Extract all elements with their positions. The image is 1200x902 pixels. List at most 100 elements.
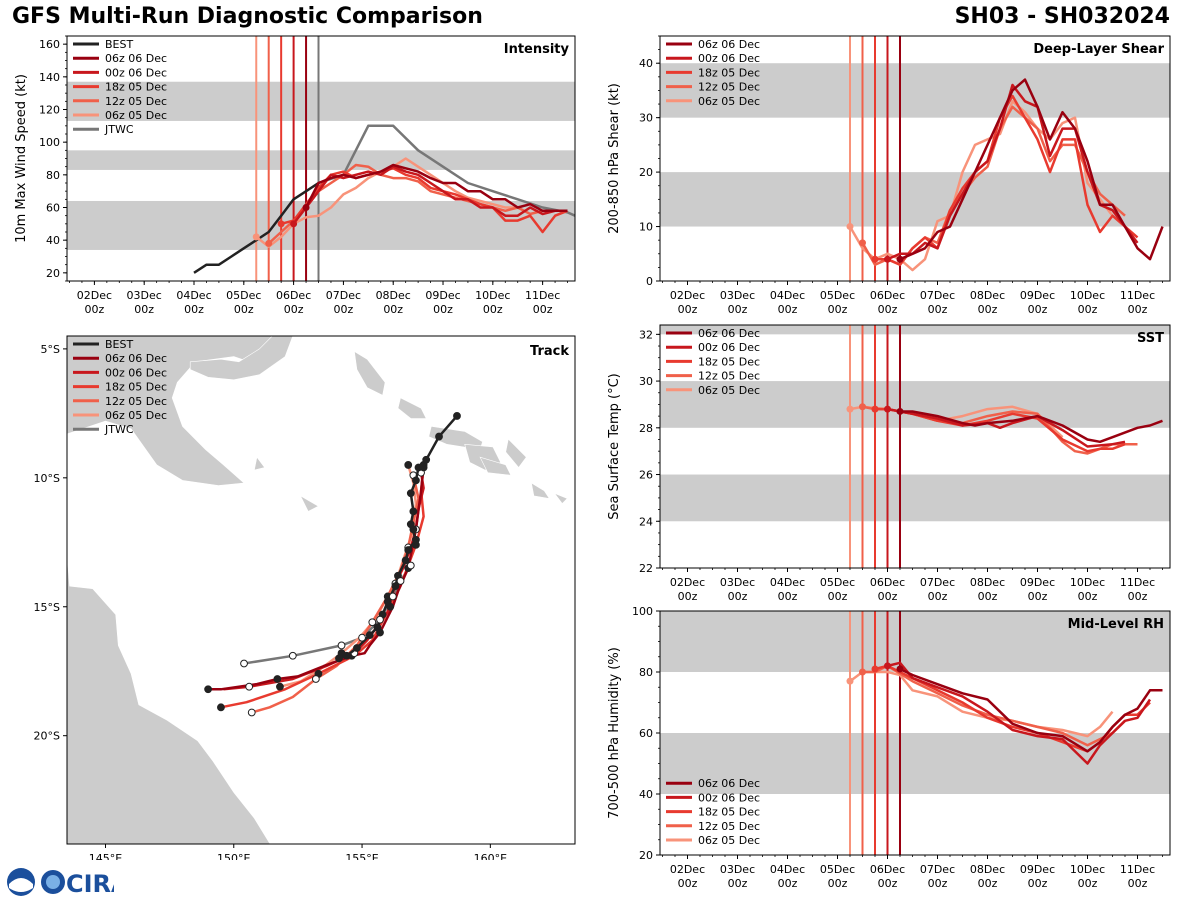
y-tick-label: 0 xyxy=(646,275,653,288)
x-tick-sublabel: 00z xyxy=(978,303,998,316)
panel-title: Track xyxy=(530,344,569,359)
x-tick-label: 03Dec xyxy=(720,289,755,302)
x-tick-label: 07Dec xyxy=(326,289,361,302)
jtwc-track-point xyxy=(396,577,405,585)
best-track-point xyxy=(453,412,461,420)
choiseul-land xyxy=(397,397,427,419)
map-frame xyxy=(66,335,576,845)
y-tick-label: 140 xyxy=(39,71,60,84)
shaded-band xyxy=(660,474,1170,522)
legend-label: 12z 05 Dec xyxy=(698,820,760,833)
legend-label: 18z 05 Dec xyxy=(105,381,167,394)
x-tick-sublabel: 00z xyxy=(1078,877,1098,890)
series-start-marker xyxy=(290,220,298,228)
legend-label: 12z 05 Dec xyxy=(105,95,167,108)
y-tick-label: 30 xyxy=(639,375,653,388)
x-tick-label: 06Dec xyxy=(870,576,905,589)
x-tick-sublabel: 00z xyxy=(778,590,798,603)
legend-label: 18z 05 Dec xyxy=(105,81,167,94)
shaded-band xyxy=(660,172,1170,227)
series-start-marker xyxy=(896,407,904,415)
x-tick-label: 02Dec xyxy=(670,576,705,589)
y-tick-label: 60 xyxy=(639,727,653,740)
best-track-point xyxy=(335,654,343,663)
x-tick-sublabel: 00z xyxy=(778,877,798,890)
x-tick-sublabel: 00z xyxy=(383,303,403,316)
best-track-point xyxy=(422,455,431,464)
x-tick-label: 11Dec xyxy=(525,289,560,302)
x-tick-label: 11Dec xyxy=(1120,576,1155,589)
x-tick-sublabel: 00z xyxy=(928,877,948,890)
series-start-marker xyxy=(846,405,854,413)
y-tick-label: 40 xyxy=(639,788,653,801)
x-tick-label: 04Dec xyxy=(770,863,805,876)
intensity-chart: 2040608010012014016002Dec00z03Dec00z04De… xyxy=(14,35,576,316)
dentrecasteaux-land xyxy=(253,456,266,471)
track-point xyxy=(311,675,320,683)
best-track-point xyxy=(406,520,415,529)
y-tick-label: 20 xyxy=(639,166,653,179)
x-tick-label: 04Dec xyxy=(770,289,805,302)
jtwc-track-point xyxy=(388,592,397,601)
map-layer xyxy=(67,336,575,844)
x-tick-sublabel: 00z xyxy=(678,303,698,316)
rh-chart: 2040608010002Dec00z03Dec00z04Dec00z05Dec… xyxy=(607,605,1171,890)
legend-label: 06z 06 Dec xyxy=(105,52,167,65)
track-point xyxy=(368,618,377,627)
x-tick-label: 05Dec xyxy=(226,289,261,302)
shaded-band xyxy=(660,63,1170,118)
best-track-point xyxy=(435,432,443,441)
x-tick-label: 05Dec xyxy=(820,289,855,302)
y-tick-label: 20°S xyxy=(34,730,60,743)
x-tick-sublabel: 00z xyxy=(134,303,154,316)
x-tick-label: 08Dec xyxy=(970,289,1005,302)
y-tick-label: 24 xyxy=(639,515,653,528)
series-start-marker xyxy=(859,403,866,411)
legend-label: 06z 06 Dec xyxy=(698,38,760,51)
x-tick-sublabel: 00z xyxy=(728,590,748,603)
x-tick-label: 02Dec xyxy=(77,289,112,302)
best-track-point xyxy=(373,623,382,632)
page-title: GFS Multi-Run Diagnostic Comparison xyxy=(12,4,483,29)
legend-label: 06z 05 Dec xyxy=(105,109,167,122)
jtwc-track-point xyxy=(376,615,384,624)
x-tick-label: 11Dec xyxy=(1120,289,1155,302)
x-tick-sublabel: 00z xyxy=(828,877,848,890)
best-track-point xyxy=(353,644,361,652)
legend-label: 12z 05 Dec xyxy=(698,81,760,94)
x-tick-label: 04Dec xyxy=(770,576,805,589)
series-start-marker xyxy=(884,662,891,670)
panel-title: Intensity xyxy=(504,42,570,57)
x-tick-label: 145°E xyxy=(89,852,122,860)
legend-label: 06z 06 Dec xyxy=(698,327,760,340)
best-track-point xyxy=(342,651,351,660)
x-tick-label: 11Dec xyxy=(1120,863,1155,876)
y-tick-label: 15°S xyxy=(34,601,60,614)
x-tick-label: 10Dec xyxy=(1070,576,1105,589)
x-tick-sublabel: 00z xyxy=(878,877,898,890)
legend-label: 06z 05 Dec xyxy=(105,409,167,422)
legend-label: JTWC xyxy=(104,423,134,436)
australia-land xyxy=(67,554,271,844)
y-tick-label: 160 xyxy=(39,38,60,51)
shaded-band xyxy=(67,150,575,170)
series-start-marker xyxy=(859,239,866,247)
jtwc-track-point xyxy=(337,641,346,650)
y-tick-label: 60 xyxy=(46,202,60,215)
x-tick-label: 10Dec xyxy=(1070,863,1105,876)
malaita-land xyxy=(505,438,527,468)
best-track-point xyxy=(412,535,420,544)
legend-label: 12z 05 Dec xyxy=(698,370,760,383)
panel-title: SST xyxy=(1137,331,1164,346)
x-tick-label: 08Dec xyxy=(970,576,1005,589)
x-tick-sublabel: 00z xyxy=(533,303,553,316)
best-track-point xyxy=(401,556,410,565)
x-tick-label: 02Dec xyxy=(670,863,705,876)
x-tick-label: 08Dec xyxy=(970,863,1005,876)
legend-label: 00z 06 Dec xyxy=(698,791,760,804)
track-point xyxy=(204,685,213,694)
track-point xyxy=(404,461,413,469)
track-map: 145°E 150°E 155°E 160°E 5°S 10°S 15°S 20°S Track… xyxy=(34,335,576,860)
y-tick-label: 32 xyxy=(639,328,653,341)
shaded-band xyxy=(67,200,575,250)
